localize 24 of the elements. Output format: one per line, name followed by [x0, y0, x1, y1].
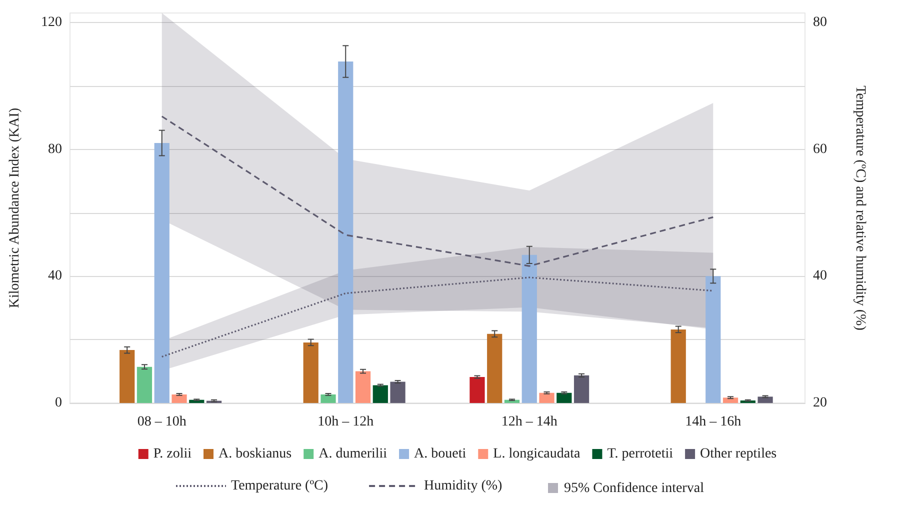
legend-label: A. dumerilii	[318, 446, 388, 462]
y2-tick-label: 60	[813, 142, 827, 157]
y2-tick-label: 80	[813, 15, 827, 30]
legend-label: T. perrotetii	[607, 446, 674, 462]
legend-label: Other reptiles	[700, 446, 777, 462]
legend-label: A. boskianus	[218, 446, 292, 462]
x-tick-label: 08 – 10h	[137, 414, 186, 430]
y-axis-title: Kilometric Abundance Index (KAI)	[8, 108, 22, 308]
y-tick-label: 120	[41, 15, 62, 30]
legend-label: P. zolii	[153, 446, 192, 462]
legend-label: L. longicaudata	[493, 446, 582, 462]
legend-label: A. boueti	[414, 446, 466, 462]
x-tick-label: 14h – 16h	[685, 414, 742, 430]
y2-tick-label: 20	[813, 396, 827, 410]
y-tick-label: 80	[48, 142, 62, 157]
y2-axis-title: Temperature (ºC) and relative humidity (%)	[852, 86, 868, 331]
x-tick-label: 10h – 12h	[318, 414, 374, 430]
legend-label: Temperature (ºC)	[231, 478, 328, 494]
y-tick-label: 40	[48, 268, 62, 284]
legend-label: Humidity (%)	[424, 478, 503, 494]
text: 95% Confidence interval	[563, 481, 704, 497]
y-tick-label: 0	[55, 396, 62, 410]
x-tick-label: 12h – 14h	[501, 414, 558, 430]
y2-tick-label: 40	[813, 268, 827, 284]
